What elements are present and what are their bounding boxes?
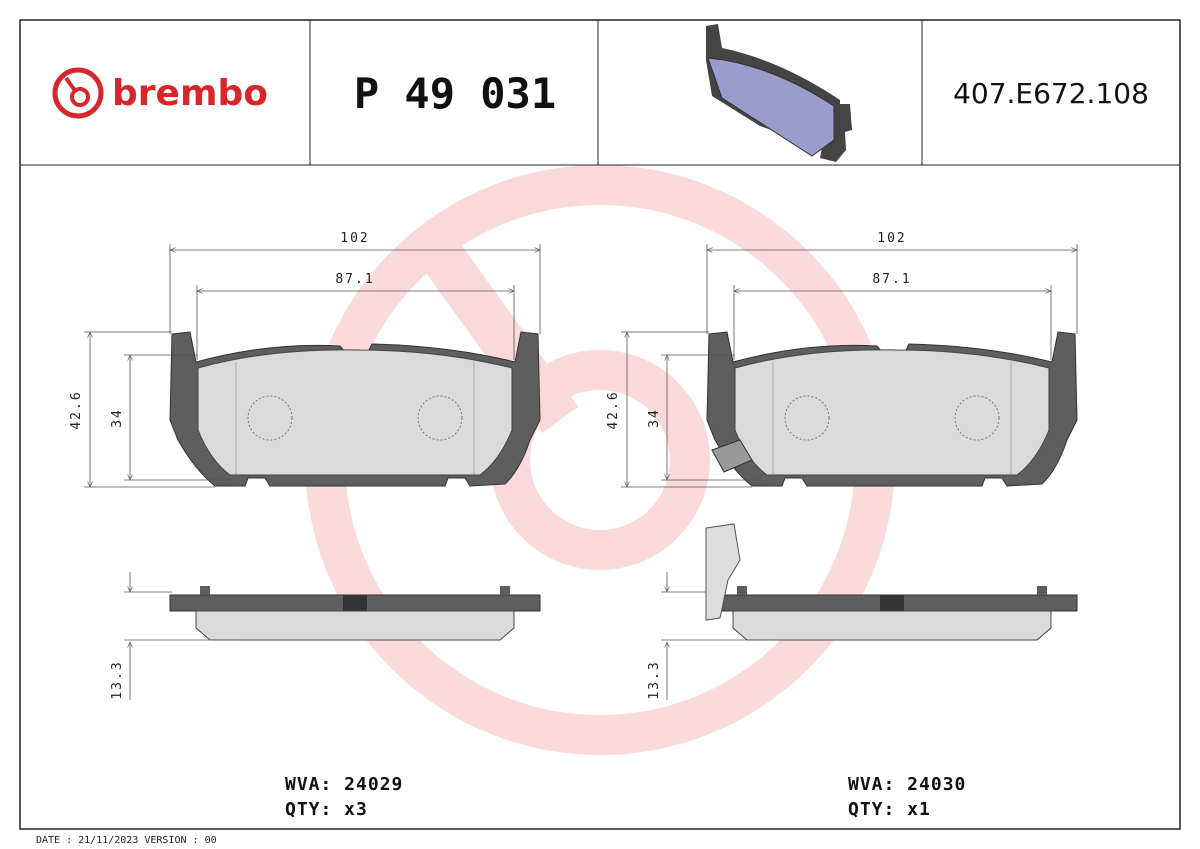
footer-date: DATE : 21/11/2023 VERSION : 00	[36, 835, 217, 846]
part-number: P 49 031	[354, 69, 556, 118]
wear-sensor	[705, 439, 753, 621]
frame	[19, 19, 1181, 830]
dim-label: 87.1	[872, 272, 911, 287]
dim-label: 102	[877, 231, 906, 246]
dim-label: 13.3	[110, 660, 125, 699]
brand: brembo	[112, 73, 268, 114]
thumbnail	[706, 24, 852, 162]
dim-label: 42.6	[606, 390, 621, 429]
qty: QTY: x3	[285, 799, 368, 820]
brand-logo	[52, 67, 104, 119]
dim-label: 34	[647, 408, 662, 428]
wva: WVA: 24029	[285, 774, 403, 795]
dim-label: 102	[340, 231, 369, 246]
dim-label: 34	[110, 408, 125, 428]
qty: QTY: x1	[848, 799, 931, 820]
dim-label: 87.1	[335, 272, 374, 287]
dim-label: 42.6	[69, 390, 84, 429]
dim-label: 13.3	[647, 660, 662, 699]
code: 407.E672.108	[953, 77, 1149, 110]
wva: WVA: 24030	[848, 774, 966, 795]
